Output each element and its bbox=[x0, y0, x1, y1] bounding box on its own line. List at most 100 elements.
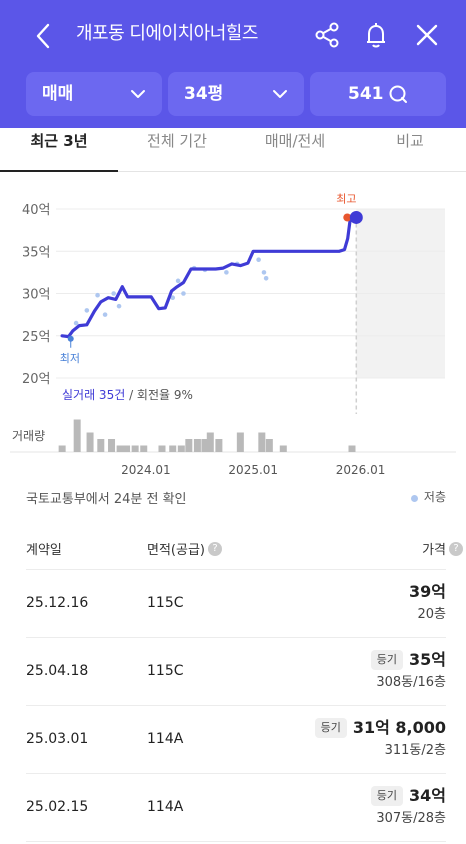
price-value: 31억 8,000 bbox=[352, 718, 446, 737]
trade-count: 실거래 35건 bbox=[62, 388, 125, 402]
x-tick-label: 2026.01 bbox=[336, 463, 386, 477]
contract-date: 25.03.01 bbox=[26, 731, 89, 747]
high-point bbox=[343, 213, 352, 222]
floor-info: 308동/16층 bbox=[376, 675, 446, 690]
x-tick-label: 2024.01 bbox=[121, 463, 171, 477]
table-row[interactable]: 25.04.18 115C 등기 35억 308동/16층 bbox=[26, 638, 446, 706]
tab-all-period[interactable]: 전체 기간 bbox=[147, 132, 207, 150]
y-tick-label: 35억 bbox=[22, 245, 51, 260]
table-row[interactable]: 25.12.16 115C 39억 20층 bbox=[26, 570, 446, 638]
close-icon[interactable] bbox=[412, 20, 442, 50]
tab-compare[interactable]: 비교 bbox=[396, 132, 424, 150]
contract-date: 25.12.16 bbox=[26, 595, 89, 611]
volume-bar bbox=[193, 439, 201, 452]
trade-point bbox=[111, 291, 116, 296]
tab-recent-3y[interactable]: 최근 3년 bbox=[0, 128, 118, 172]
table-header: 계약일 면적(공급)? 가격? bbox=[26, 536, 463, 570]
volume-bar bbox=[201, 439, 209, 452]
floor-info: 311동/2층 bbox=[384, 743, 446, 758]
trade-point bbox=[170, 295, 176, 301]
legend-dot-low-floor bbox=[411, 495, 418, 502]
trade-point bbox=[84, 308, 90, 313]
volume-bar bbox=[279, 445, 287, 452]
size-label: 34평 bbox=[184, 84, 224, 104]
trade-type-label: 매매 bbox=[42, 84, 74, 104]
volume-bar bbox=[169, 445, 177, 452]
trade-point bbox=[73, 320, 79, 326]
volume-bar bbox=[265, 439, 273, 452]
trade-point bbox=[256, 257, 261, 262]
volume-bar bbox=[73, 419, 81, 452]
floor-info: 307동/28층 bbox=[376, 811, 446, 826]
bell-icon[interactable] bbox=[361, 20, 391, 50]
registered-badge: 등기 bbox=[370, 650, 403, 670]
chevron-down-icon bbox=[273, 90, 287, 98]
turnover-rate: / 회전율 9% bbox=[125, 388, 193, 402]
trade-point bbox=[261, 270, 267, 275]
trade-point bbox=[116, 303, 122, 309]
low-label: 최저 bbox=[60, 352, 80, 365]
comments-button[interactable]: 541 bbox=[310, 72, 446, 116]
trade-type-dropdown[interactable]: 매매 bbox=[26, 72, 162, 116]
volume-bar bbox=[116, 445, 124, 452]
trade-point bbox=[102, 312, 108, 317]
title-row: 개포동 디에이치아너힐즈 bbox=[0, 0, 466, 70]
contract-date: 25.04.18 bbox=[26, 663, 89, 679]
period-tabs: 최근 3년 전체 기간 매매/전세 비교 bbox=[0, 128, 466, 172]
header-date: 계약일 bbox=[26, 543, 62, 558]
trade-point bbox=[95, 292, 100, 298]
registered-badge: 등기 bbox=[370, 786, 403, 806]
source-note: 국토교통부에서 24분 전 확인 bbox=[26, 492, 187, 507]
y-tick-label: 40억 bbox=[22, 203, 51, 218]
volume-bar bbox=[158, 445, 166, 452]
x-tick-label: 2025.01 bbox=[228, 463, 278, 477]
price-cell: 등기 35억 308동/16층 bbox=[370, 648, 446, 694]
price-value: 35억 bbox=[409, 650, 446, 669]
size-dropdown[interactable]: 34평 bbox=[168, 72, 304, 116]
help-icon[interactable]: ? bbox=[449, 542, 463, 556]
price-line bbox=[60, 215, 358, 339]
volume-bar bbox=[206, 432, 214, 452]
floor-info: 20층 bbox=[417, 607, 446, 622]
share-icon[interactable] bbox=[312, 20, 342, 50]
page-title: 개포동 디에이치아너힐즈 bbox=[76, 23, 258, 44]
table-row[interactable]: 25.02.15 114A 등기 34억 307동/28층 bbox=[26, 774, 446, 842]
price-value: 39억 bbox=[409, 582, 446, 601]
high-label: 최고 bbox=[336, 192, 356, 205]
comment-icon bbox=[389, 85, 407, 103]
tab-sale-jeonse[interactable]: 매매/전세 bbox=[264, 132, 326, 150]
help-icon[interactable]: ? bbox=[207, 542, 222, 556]
volume-bar bbox=[58, 445, 66, 452]
area-type: 115C bbox=[147, 595, 184, 611]
volume-bar bbox=[140, 445, 148, 452]
volume-bar bbox=[348, 445, 356, 452]
volume-bar bbox=[185, 439, 193, 452]
volume-bar bbox=[108, 439, 116, 452]
back-icon[interactable] bbox=[30, 22, 58, 50]
header-area: 면적(공급)? bbox=[147, 539, 222, 558]
table-row[interactable]: 25.03.01 114A 등기 31억 8,000 311동/2층 bbox=[26, 706, 446, 774]
registered-badge: 등기 bbox=[314, 718, 347, 738]
volume-bar bbox=[123, 445, 131, 452]
volume-bar bbox=[236, 432, 244, 452]
comment-count: 541 bbox=[348, 84, 384, 104]
area-type: 115C bbox=[147, 663, 184, 679]
price-cell: 등기 31억 8,000 311동/2층 bbox=[314, 716, 446, 762]
y-tick-label: 20억 bbox=[22, 372, 51, 387]
price-cell: 등기 34억 307동/28층 bbox=[370, 784, 446, 830]
app-header: 개포동 디에이치아너힐즈 매매 34평 bbox=[0, 0, 466, 128]
volume-bar bbox=[86, 432, 94, 452]
chart-footer: 국토교통부에서 24분 전 확인 저층 bbox=[26, 488, 446, 512]
latest-point bbox=[349, 210, 363, 224]
trade-point bbox=[181, 291, 186, 296]
trade-point bbox=[224, 270, 229, 275]
price-value: 34억 bbox=[409, 786, 446, 805]
low-point bbox=[67, 335, 74, 342]
legend-label-low-floor: 저층 bbox=[423, 490, 446, 504]
volume-bar bbox=[131, 445, 139, 452]
volume-label: 거래량 bbox=[12, 429, 45, 443]
volume-bar bbox=[215, 439, 223, 452]
area-type: 114A bbox=[147, 731, 184, 747]
volume-bar bbox=[97, 439, 105, 452]
